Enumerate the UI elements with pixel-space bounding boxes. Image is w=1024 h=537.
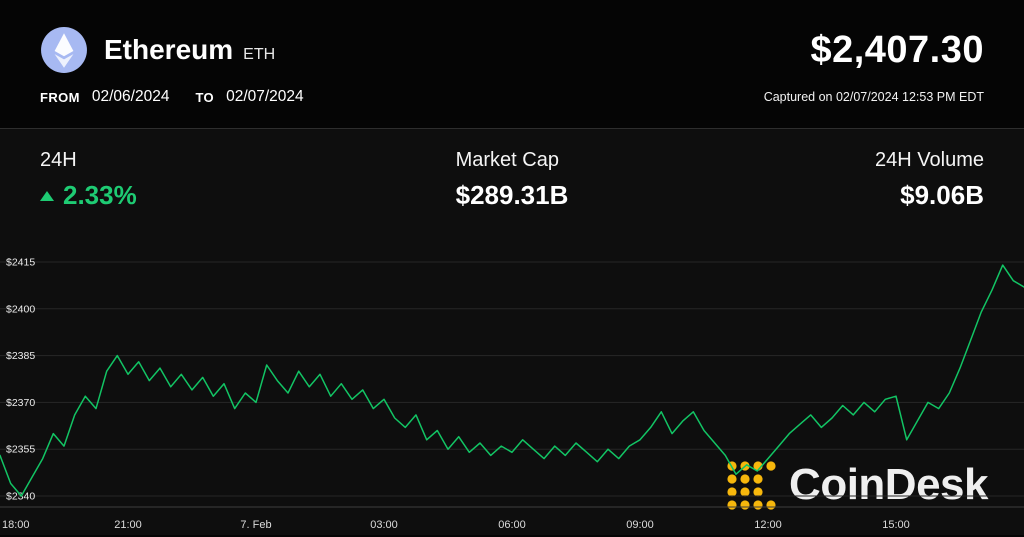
- coin-symbol: ETH: [243, 46, 276, 63]
- from-date-picker[interactable]: 02/06/2024: [91, 88, 170, 105]
- price-line-chart[interactable]: $2340 $2355 $2370 $2385 $2400 $2415 18:00 21:00…: [0, 241, 1024, 537]
- change-percent: 2.33%: [63, 180, 137, 210]
- coin-identity: Ethereum ETH: [40, 26, 275, 74]
- volume-value: $9.06B: [900, 180, 984, 210]
- stats-and-chart-panel: 24H 2.33% Market Cap $289.31B 24H Volume…: [0, 128, 1024, 535]
- date-range-row: FROM 02/06/2024 TO 02/07/2024 Captured o…: [0, 80, 1024, 128]
- change-label: 24H: [40, 149, 77, 171]
- svg-text:15:00: 15:00: [882, 519, 910, 531]
- ethereum-logo-icon: [40, 26, 88, 74]
- svg-text:12:00: 12:00: [754, 519, 782, 531]
- svg-text:03:00: 03:00: [370, 519, 398, 531]
- svg-text:$2370: $2370: [6, 397, 35, 409]
- volume-label: 24H Volume: [875, 149, 984, 171]
- header: Ethereum ETH $2,407.30: [0, 0, 1024, 80]
- svg-text:$2415: $2415: [6, 257, 35, 269]
- svg-text:18:00: 18:00: [2, 519, 30, 531]
- from-label: FROM: [40, 89, 80, 105]
- market-cap-label: Market Cap: [455, 149, 559, 171]
- svg-text:09:00: 09:00: [626, 519, 654, 531]
- svg-text:06:00: 06:00: [498, 519, 526, 531]
- svg-text:$2340: $2340: [6, 491, 35, 503]
- svg-text:$2355: $2355: [6, 444, 35, 456]
- up-triangle-icon: [40, 190, 54, 201]
- to-date-picker[interactable]: 02/07/2024: [226, 88, 304, 105]
- stat-24h-volume: 24H Volume $9.06B: [669, 149, 984, 211]
- change-value: 2.33%: [40, 180, 137, 211]
- to-label: TO: [195, 89, 215, 105]
- coindesk-watermark: CoinDesk: [725, 459, 988, 511]
- stats-row: 24H 2.33% Market Cap $289.31B 24H Volume…: [0, 129, 1024, 227]
- svg-text:7. Feb: 7. Feb: [240, 519, 271, 531]
- svg-text:21:00: 21:00: [114, 519, 142, 531]
- chart-section: CoinDesk $2340 $2355 $2370 $2385 $2400 $2415 1…: [0, 241, 1024, 537]
- coin-name: Ethereum: [104, 34, 234, 65]
- stat-24h-change: 24H 2.33%: [40, 149, 355, 211]
- coindesk-wordmark: CoinDesk: [789, 460, 988, 509]
- market-cap-value: $289.31B: [455, 180, 569, 210]
- svg-text:$2400: $2400: [6, 303, 35, 315]
- captured-note: Captured on 02/07/2024 12:53 PM EDT: [763, 90, 984, 104]
- current-price: $2,407.30: [810, 28, 984, 71]
- date-range-controls: FROM 02/06/2024 TO 02/07/2024: [40, 88, 304, 106]
- coin-text: Ethereum ETH: [104, 34, 275, 66]
- svg-text:$2385: $2385: [6, 350, 35, 362]
- stat-market-cap: Market Cap $289.31B: [456, 149, 569, 211]
